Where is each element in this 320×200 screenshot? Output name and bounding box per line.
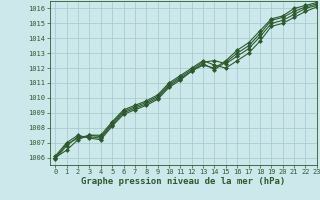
X-axis label: Graphe pression niveau de la mer (hPa): Graphe pression niveau de la mer (hPa) bbox=[81, 177, 285, 186]
